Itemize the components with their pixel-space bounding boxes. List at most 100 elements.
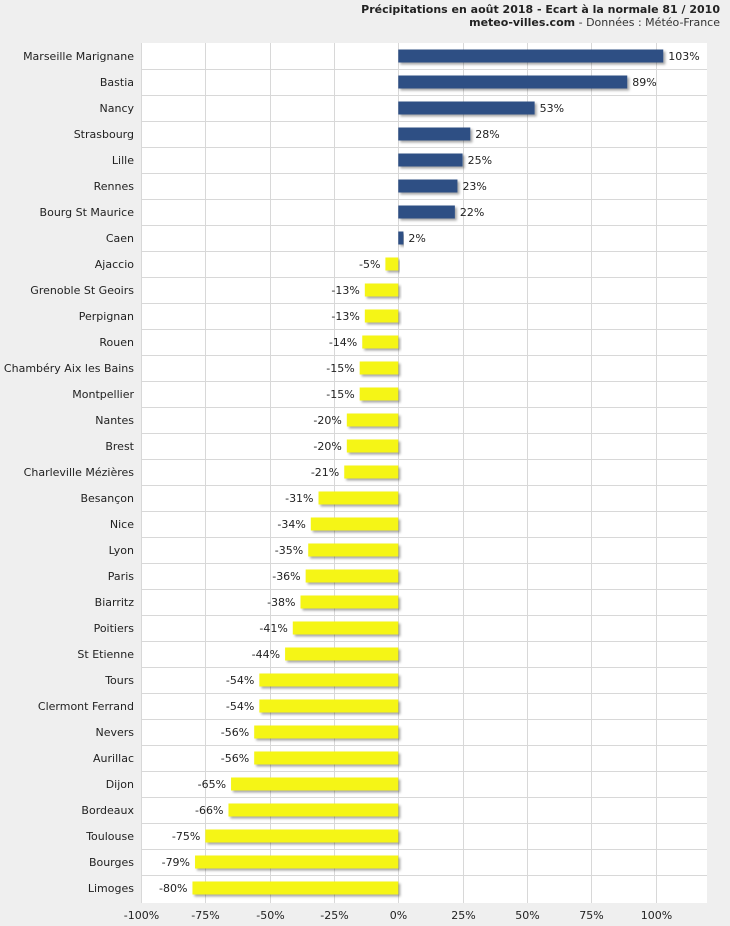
data-source: - Données : Météo-France	[575, 16, 720, 29]
bar	[254, 725, 399, 739]
value-label: -20%	[313, 440, 341, 453]
category-label: Nancy	[100, 102, 135, 115]
value-label: -79%	[162, 856, 190, 869]
value-label: -56%	[221, 726, 249, 739]
bar	[205, 829, 399, 843]
category-label: Biarritz	[95, 596, 135, 609]
value-label: -21%	[311, 466, 339, 479]
value-label: -15%	[326, 362, 354, 375]
category-label: Nice	[110, 518, 134, 531]
grid-lines	[141, 43, 707, 903]
bar	[318, 491, 399, 505]
category-label: Rennes	[94, 180, 135, 193]
category-label: Bordeaux	[81, 804, 134, 817]
value-label: -75%	[172, 830, 200, 843]
value-label: 28%	[475, 128, 499, 141]
x-tick-label: 75%	[579, 909, 603, 922]
value-label: -34%	[277, 518, 305, 531]
category-label: Lille	[112, 154, 134, 167]
value-label: -13%	[331, 284, 359, 297]
value-label: -15%	[326, 388, 354, 401]
x-tick-label: -25%	[320, 909, 348, 922]
bar	[385, 257, 399, 271]
bar	[192, 881, 399, 895]
value-label: 22%	[460, 206, 484, 219]
bar	[359, 361, 399, 375]
x-tick-label: -50%	[256, 909, 284, 922]
x-tick-label: -75%	[191, 909, 219, 922]
bar	[300, 595, 399, 609]
x-tick-label: 0%	[390, 909, 407, 922]
value-label: 2%	[408, 232, 425, 245]
category-label: St Etienne	[77, 648, 134, 661]
category-label: Clermont Ferrand	[38, 700, 134, 713]
category-label: Ajaccio	[95, 258, 134, 271]
category-label: Paris	[108, 570, 134, 583]
value-label: -31%	[285, 492, 313, 505]
bar	[195, 855, 399, 869]
bar	[344, 465, 399, 479]
bar	[231, 777, 399, 791]
category-label: Aurillac	[93, 752, 134, 765]
value-label: -14%	[329, 336, 357, 349]
value-label: -65%	[198, 778, 226, 791]
bar	[285, 647, 399, 661]
bar	[398, 179, 458, 193]
value-label: -36%	[272, 570, 300, 583]
bar	[398, 231, 404, 245]
value-label: 103%	[668, 50, 699, 63]
value-label: 23%	[462, 180, 486, 193]
bar	[364, 309, 399, 323]
category-label: Grenoble St Geoirs	[30, 284, 134, 297]
category-label: Montpellier	[72, 388, 134, 401]
bar	[305, 569, 399, 583]
bar	[254, 751, 399, 765]
x-tick-label: 50%	[515, 909, 539, 922]
value-label: -80%	[159, 882, 187, 895]
value-label: -54%	[226, 700, 254, 713]
bar	[259, 699, 399, 713]
x-tick-label: -100%	[124, 909, 159, 922]
value-label: -56%	[221, 752, 249, 765]
value-label: -5%	[359, 258, 380, 271]
bar	[398, 153, 463, 167]
chart-subtitle: meteo-villes.com - Données : Météo-Franc…	[469, 16, 720, 29]
value-label: 89%	[632, 76, 656, 89]
bar	[259, 673, 399, 687]
bar	[398, 49, 664, 63]
bars	[192, 49, 664, 895]
category-label: Brest	[105, 440, 134, 453]
plot-area	[141, 43, 707, 903]
category-label: Tours	[104, 674, 134, 687]
category-label: Toulouse	[85, 830, 134, 843]
value-label: 53%	[540, 102, 564, 115]
category-label: Dijon	[106, 778, 134, 791]
bar	[346, 413, 399, 427]
category-label: Rouen	[99, 336, 134, 349]
category-label: Limoges	[88, 882, 134, 895]
bar	[228, 803, 399, 817]
value-label: -38%	[267, 596, 295, 609]
value-label: -13%	[331, 310, 359, 323]
x-tick-label: 100%	[641, 909, 672, 922]
chart-title: Précipitations en août 2018 - Ecart à la…	[361, 3, 720, 16]
bar	[362, 335, 399, 349]
category-label: Lyon	[109, 544, 134, 557]
category-label: Bourg St Maurice	[40, 206, 135, 219]
category-label: Marseille Marignane	[23, 50, 134, 63]
bar	[346, 439, 399, 453]
value-label: -20%	[313, 414, 341, 427]
category-label: Chambéry Aix les Bains	[4, 362, 134, 375]
category-label: Poitiers	[94, 622, 135, 635]
category-label: Bourges	[89, 856, 134, 869]
category-label: Perpignan	[79, 310, 134, 323]
category-label: Nantes	[95, 414, 134, 427]
category-label: Nevers	[95, 726, 134, 739]
site-name: meteo-villes.com	[469, 16, 576, 29]
bar	[398, 101, 535, 115]
value-label: -54%	[226, 674, 254, 687]
bar	[398, 127, 471, 141]
bar	[398, 75, 628, 89]
